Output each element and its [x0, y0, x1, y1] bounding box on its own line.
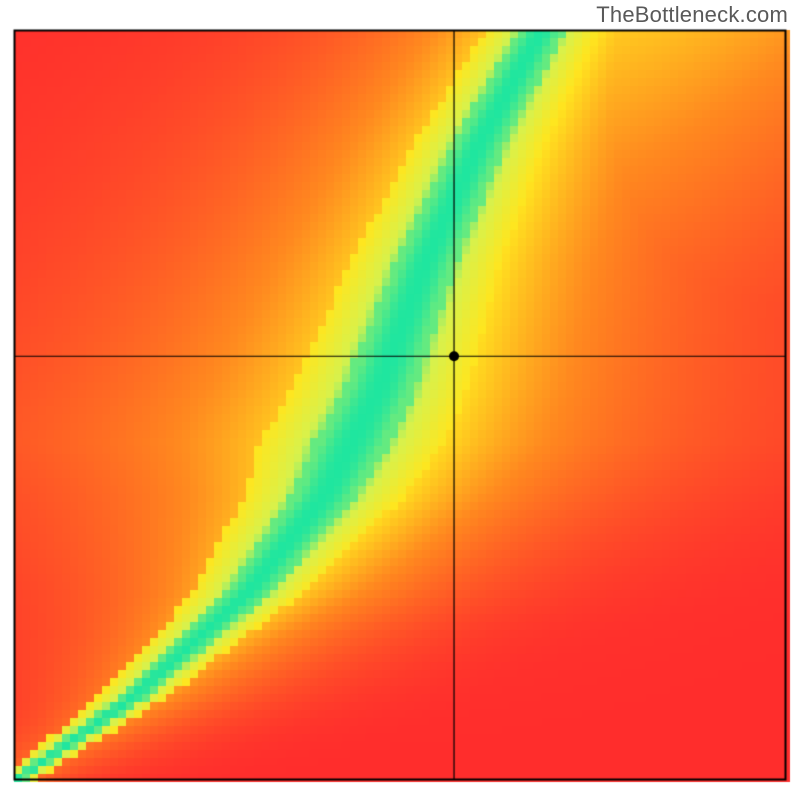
chart-container: TheBottleneck.com — [0, 0, 800, 800]
watermark-text: TheBottleneck.com — [596, 2, 788, 28]
bottleneck-heatmap — [0, 0, 800, 800]
